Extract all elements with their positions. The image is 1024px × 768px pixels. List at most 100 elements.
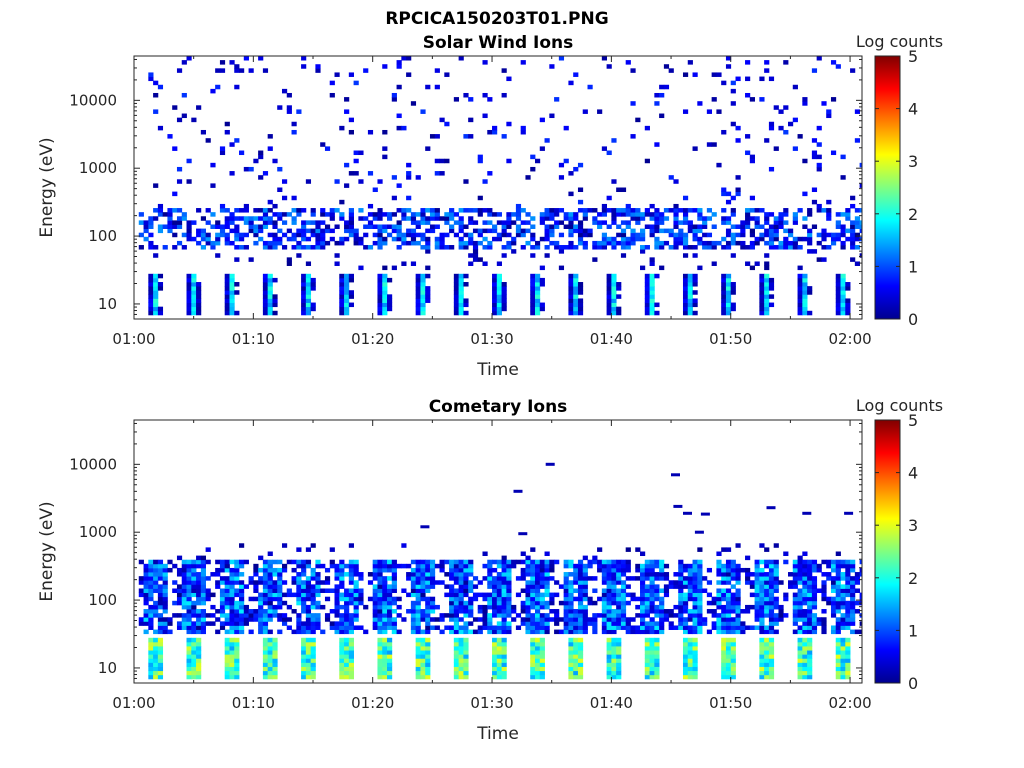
heatmap-cell (549, 592, 555, 598)
heatmap-cell (597, 240, 603, 246)
heatmap-cell (854, 220, 861, 225)
heatmap-cell (157, 596, 164, 602)
heatmap-cell (181, 60, 187, 65)
heatmap-cell (472, 208, 479, 213)
heatmap-cell (535, 666, 541, 672)
heatmap-cell (482, 208, 488, 213)
heatmap-cell (821, 559, 827, 565)
heatmap-cell (262, 302, 269, 308)
heatmap-cell (644, 290, 650, 295)
heatmap-cell (535, 646, 541, 651)
heatmap-cell (205, 547, 211, 552)
heatmap-cell (606, 613, 612, 618)
heatmap-cell (635, 232, 641, 238)
heatmap-cell (711, 224, 717, 229)
heatmap-cell (620, 584, 627, 589)
heatmap-cell (387, 596, 393, 602)
heatmap-cell (382, 658, 388, 663)
heatmap-cell (382, 265, 388, 271)
heatmap-cell (654, 208, 660, 213)
heatmap-cell (730, 621, 736, 626)
heatmap-cell (415, 629, 421, 635)
heatmap-cell (196, 646, 202, 651)
heatmap-cell (391, 625, 397, 630)
heatmap-cell (597, 547, 603, 552)
heatmap-cell (382, 625, 388, 630)
heatmap-cell (644, 576, 650, 581)
heatmap-cell (181, 613, 187, 618)
heatmap-cell (735, 76, 741, 82)
heatmap-cell (205, 596, 211, 602)
heatmap-cell (840, 617, 846, 622)
heatmap-cell (859, 183, 862, 188)
heatmap-cell (773, 105, 779, 110)
heatmap-cell (654, 637, 660, 643)
heatmap-cell (845, 302, 851, 308)
heatmap-cell (721, 236, 727, 242)
heatmap-cell (682, 282, 689, 287)
heatmap-cell (301, 56, 307, 61)
heatmap-cell (558, 56, 565, 61)
heatmap-cell (573, 273, 579, 279)
heatmap-cell (759, 592, 765, 598)
heatmap-cell (682, 592, 689, 598)
heatmap-cell (778, 240, 784, 246)
heatmap-cell (186, 613, 192, 618)
heatmap-cell (229, 580, 235, 585)
heatmap-cell (229, 654, 235, 659)
y-tick-label: 1000 (79, 523, 117, 541)
heatmap-cell (286, 236, 292, 242)
heatmap-cell (267, 294, 273, 299)
heatmap-cell (549, 600, 555, 606)
heatmap-cell (687, 572, 693, 577)
heatmap-cell (310, 567, 316, 573)
heatmap-cell (725, 576, 732, 581)
heatmap-cell (167, 134, 173, 139)
heatmap-cell (673, 232, 679, 238)
heatmap-cell (348, 212, 354, 217)
heatmap-cell (305, 261, 312, 266)
heatmap-cell (477, 154, 483, 160)
heatmap-cell (267, 674, 273, 680)
heatmap-cell (157, 282, 164, 287)
heatmap-cell (272, 654, 278, 659)
heatmap-cell (721, 282, 727, 287)
heatmap-cell (200, 563, 206, 569)
heatmap-cell (802, 613, 808, 618)
heatmap-cell (420, 232, 426, 238)
heatmap-cell (253, 596, 259, 602)
heatmap-cell (568, 596, 574, 602)
heatmap-cell (759, 290, 765, 295)
heatmap-cell (525, 563, 531, 569)
heatmap-cell (301, 621, 307, 626)
heatmap-cell (582, 555, 588, 561)
heatmap-cell (301, 600, 307, 606)
heatmap-cell (229, 613, 235, 618)
heatmap-cell (196, 559, 202, 565)
heatmap-cell (425, 216, 431, 221)
heatmap-cell (640, 245, 646, 250)
heatmap-cell (644, 572, 650, 577)
heatmap-cell (463, 588, 469, 593)
heatmap-cell (659, 220, 665, 225)
heatmap-cell (620, 236, 627, 242)
heatmap-cell (520, 572, 526, 577)
heatmap-cell (434, 625, 440, 630)
heatmap-cell (654, 220, 660, 225)
heatmap-cell (234, 670, 240, 676)
heatmap-cell (215, 240, 221, 246)
heatmap-cell (234, 662, 240, 667)
heatmap-cell (148, 666, 154, 672)
heatmap-cell (186, 236, 192, 242)
heatmap-cell (310, 629, 316, 635)
heatmap-cell (320, 588, 326, 593)
heatmap-cell (138, 576, 144, 581)
heatmap-cell (640, 232, 646, 238)
heatmap-cell (353, 625, 359, 630)
heatmap-cell (315, 559, 321, 565)
heatmap-cell (296, 592, 302, 598)
heatmap-cell (768, 166, 775, 172)
x-tick-label: 01:10 (232, 694, 275, 712)
heatmap-cell (501, 576, 507, 581)
heatmap-cell (229, 588, 235, 593)
